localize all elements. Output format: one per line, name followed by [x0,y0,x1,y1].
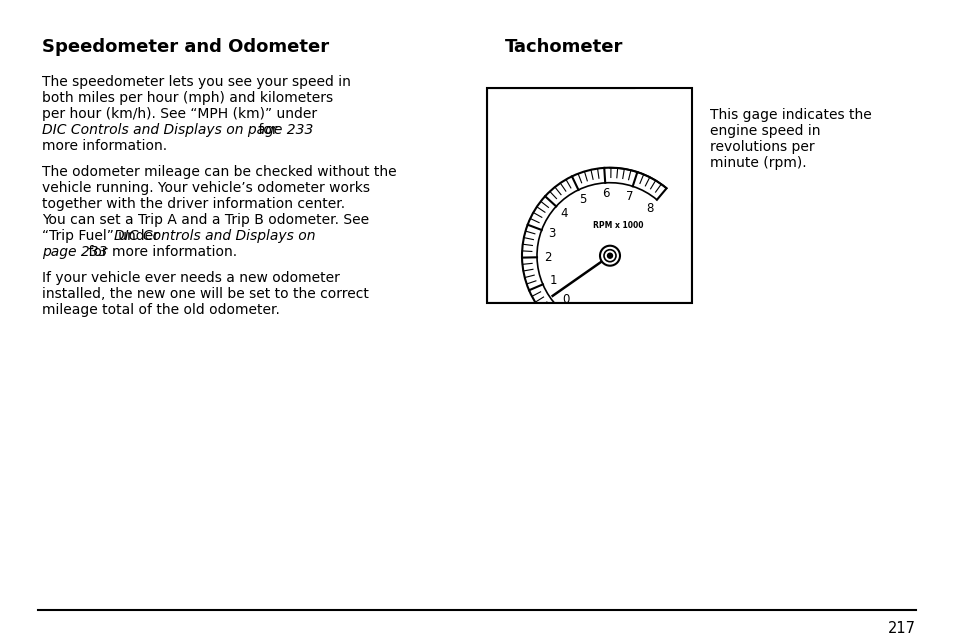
Text: 6: 6 [601,188,609,200]
Text: together with the driver information center.: together with the driver information cen… [42,197,345,211]
Bar [486,88,691,303]
Text: “Trip Fuel” under: “Trip Fuel” under [42,229,163,243]
Text: for more information.: for more information. [84,245,237,259]
Text: both miles per hour (mph) and kilometers: both miles per hour (mph) and kilometers [42,91,333,105]
Text: 5: 5 [578,193,586,206]
Text: minute (rpm).: minute (rpm). [709,156,806,170]
Text: engine speed in: engine speed in [709,124,820,138]
Text: installed, the new one will be set to the correct: installed, the new one will be set to th… [42,287,369,301]
Text: You can set a Trip A and a Trip B odometer. See: You can set a Trip A and a Trip B odomet… [42,213,369,227]
Text: for: for [253,123,277,137]
Text: 0: 0 [562,293,569,306]
Text: DIC Controls and Displays on: DIC Controls and Displays on [113,229,315,243]
Text: per hour (km/h). See “MPH (km)” under: per hour (km/h). See “MPH (km)” under [42,107,316,121]
Polygon shape [634,88,691,206]
Text: DIC Controls and Displays on page 233: DIC Controls and Displays on page 233 [42,123,313,137]
Text: The speedometer lets you see your speed in: The speedometer lets you see your speed … [42,75,351,89]
Text: 4: 4 [560,207,567,220]
Text: mileage total of the old odometer.: mileage total of the old odometer. [42,303,279,317]
Text: 1: 1 [549,273,557,287]
Text: vehicle running. Your vehicle’s odometer works: vehicle running. Your vehicle’s odometer… [42,181,370,195]
Text: Tachometer: Tachometer [504,38,622,56]
Text: This gage indicates the: This gage indicates the [709,108,871,122]
Text: If your vehicle ever needs a new odometer: If your vehicle ever needs a new odomete… [42,271,339,285]
Text: 8: 8 [645,202,653,215]
Text: 2: 2 [544,251,551,263]
Text: page 233: page 233 [42,245,108,259]
Text: revolutions per: revolutions per [709,140,814,154]
Text: The odometer mileage can be checked without the: The odometer mileage can be checked with… [42,165,396,179]
Circle shape [607,253,612,258]
Text: Speedometer and Odometer: Speedometer and Odometer [42,38,329,56]
Text: 7: 7 [625,190,633,204]
Text: RPM x 1000: RPM x 1000 [592,221,642,230]
Text: more information.: more information. [42,139,167,153]
Text: 217: 217 [887,621,915,636]
Circle shape [603,250,616,261]
Circle shape [599,245,619,266]
Text: 3: 3 [548,227,555,240]
